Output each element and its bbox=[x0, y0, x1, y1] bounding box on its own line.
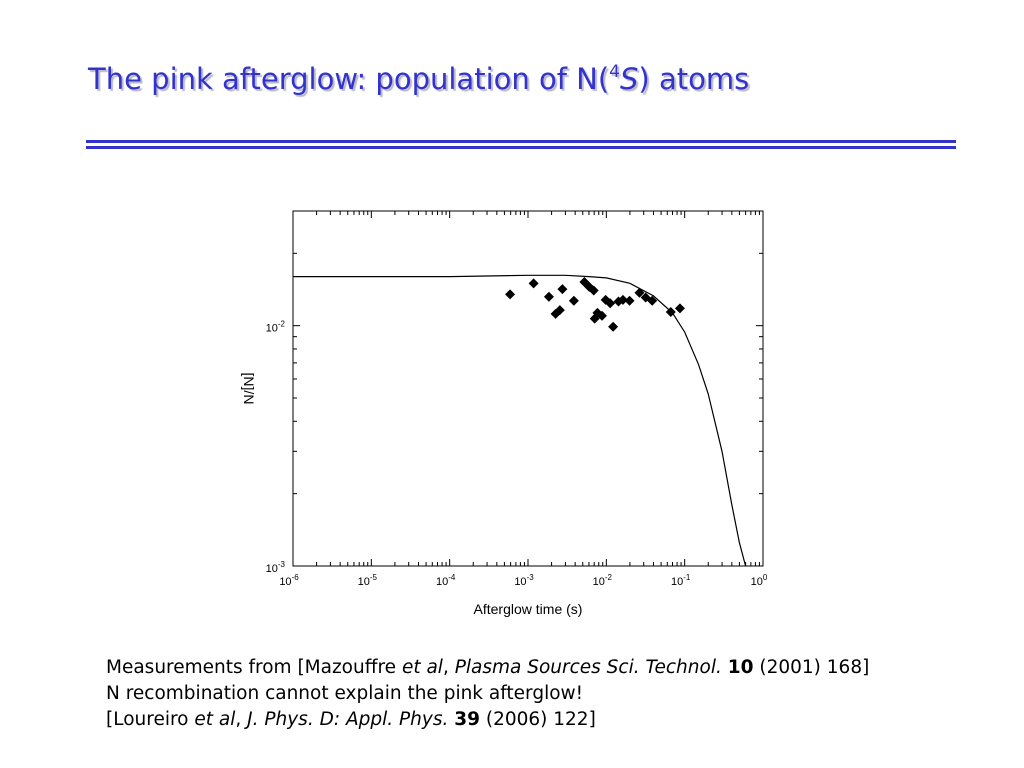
reference-line: [Loureiro et al, J. Phys. D: Appl. Phys.… bbox=[106, 707, 869, 733]
y-tick-label: 10-3 bbox=[266, 560, 286, 575]
plot-frame bbox=[292, 210, 764, 567]
data-point bbox=[505, 289, 516, 300]
x-tick-label: 10-1 bbox=[671, 573, 691, 588]
data-point bbox=[554, 305, 565, 316]
reference-text: (2001) 168] bbox=[753, 657, 870, 678]
model-curve bbox=[293, 274, 747, 567]
x-axis-label: Afterglow time (s) bbox=[474, 601, 583, 617]
data-point bbox=[543, 291, 554, 302]
x-tick-label: 10-5 bbox=[358, 573, 378, 588]
reference-text: [Loureiro bbox=[106, 709, 195, 730]
x-tick-label: 10-6 bbox=[279, 573, 299, 588]
x-tick-label: 100 bbox=[751, 573, 768, 588]
reference-text: Measurements from [Mazouffre bbox=[106, 657, 402, 678]
references: Measurements from [Mazouffre et al, Plas… bbox=[106, 655, 869, 733]
data-point bbox=[605, 298, 616, 309]
slide-title: The pink afterglow: population of N(4S) … bbox=[88, 62, 749, 96]
x-tick-label: 10-2 bbox=[593, 573, 613, 588]
data-point bbox=[617, 294, 628, 305]
reference-text: N recombination cannot explain the pink … bbox=[106, 683, 584, 704]
title-superscript: 4 bbox=[609, 62, 620, 82]
reference-line: Measurements from [Mazouffre et al, Plas… bbox=[106, 655, 869, 681]
reference-text: et al bbox=[401, 657, 443, 678]
data-point bbox=[674, 303, 685, 314]
data-point bbox=[568, 295, 579, 306]
reference-text: 39 bbox=[454, 709, 480, 730]
data-point bbox=[557, 284, 568, 295]
y-axis-label: [N]/N bbox=[241, 373, 257, 405]
reference-text: (2006) 122] bbox=[479, 709, 596, 730]
reference-text: 10 bbox=[727, 657, 754, 678]
reference-line: N recombination cannot explain the pink … bbox=[106, 681, 869, 707]
data-point bbox=[596, 310, 607, 321]
y-tick-label: 10-2 bbox=[266, 320, 286, 335]
data-point bbox=[588, 285, 599, 296]
title-text: The pink afterglow: population of N( bbox=[88, 62, 610, 96]
reference-text: , bbox=[235, 709, 248, 730]
x-tick-label: 10-4 bbox=[436, 573, 456, 588]
reference-text: J. Phys. D: Appl. Phys. bbox=[247, 709, 449, 730]
reference-text: , bbox=[442, 657, 455, 678]
title-underline bbox=[86, 140, 956, 143]
title-underline-second bbox=[86, 146, 956, 149]
data-point bbox=[608, 321, 619, 332]
x-tick-label: 10-3 bbox=[514, 573, 534, 588]
title-text-end: ) atoms bbox=[638, 62, 750, 96]
title-italic: S bbox=[619, 62, 639, 96]
data-point bbox=[528, 278, 539, 289]
data-point bbox=[624, 295, 635, 306]
reference-text: Plasma Sources Sci. Technol. bbox=[454, 657, 722, 678]
reference-text: et al bbox=[194, 709, 236, 730]
data-point bbox=[647, 295, 658, 306]
